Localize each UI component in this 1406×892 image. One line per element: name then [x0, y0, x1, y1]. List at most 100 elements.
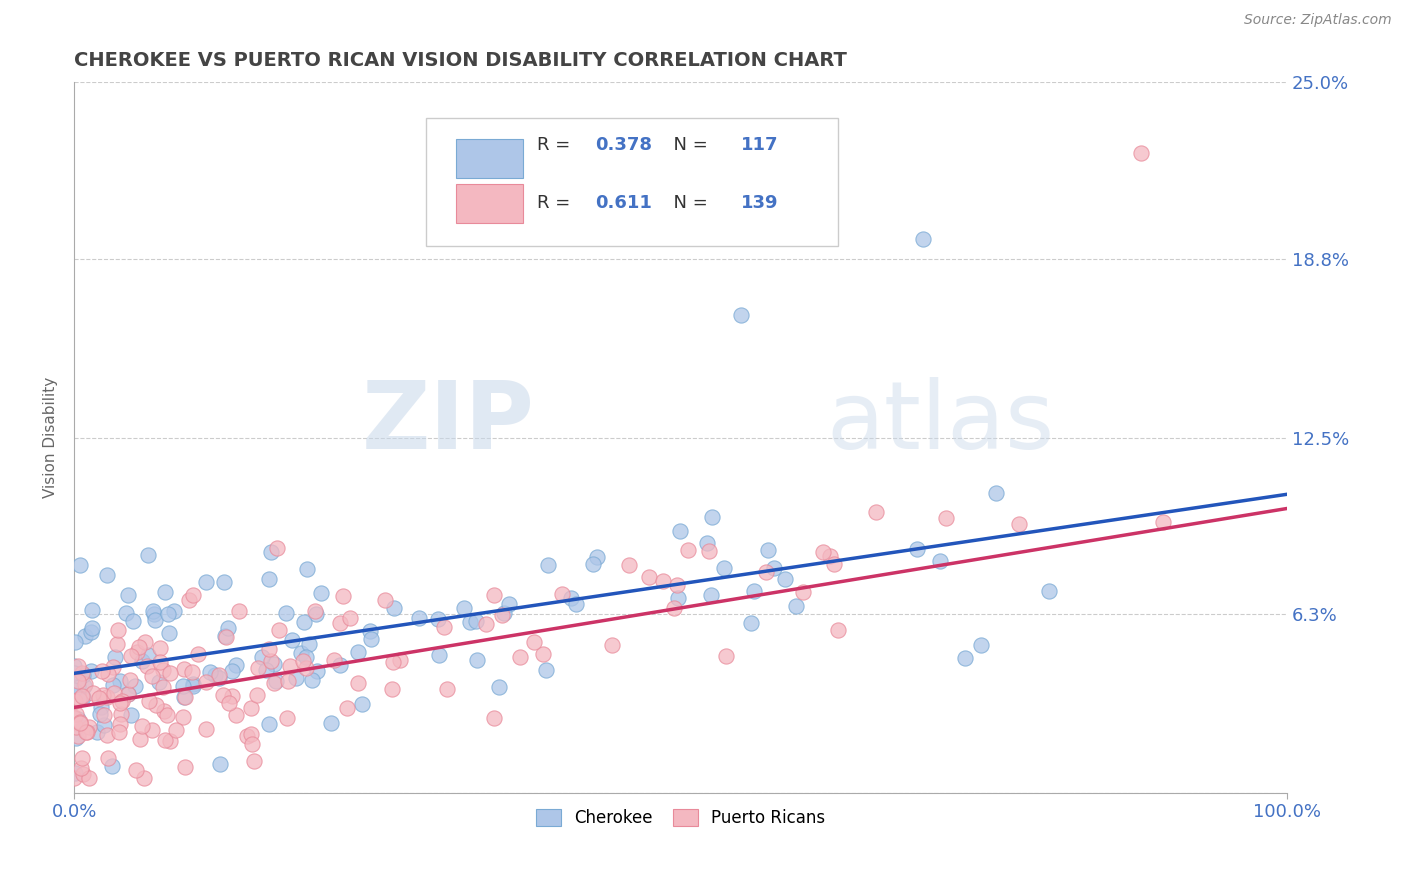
- Point: [174, 690, 197, 704]
- Point: [76, 725, 98, 739]
- Point: [93, 707, 115, 722]
- Point: [69, 558, 91, 572]
- Point: [582, 557, 605, 571]
- Text: N =: N =: [662, 194, 714, 212]
- Point: [75, 628, 97, 642]
- Point: [652, 574, 675, 589]
- Point: [128, 731, 150, 746]
- Point: [534, 663, 557, 677]
- Point: [278, 659, 301, 673]
- Point: [157, 626, 180, 640]
- Point: [260, 654, 283, 668]
- Point: [427, 612, 450, 626]
- Point: [120, 708, 142, 723]
- Point: [865, 505, 887, 519]
- Bar: [456, 184, 523, 223]
- Point: [103, 686, 125, 700]
- Point: [263, 675, 285, 690]
- Point: [298, 637, 321, 651]
- Point: [86, 725, 108, 739]
- Point: [152, 680, 174, 694]
- Point: [347, 645, 370, 659]
- Point: [285, 671, 308, 685]
- Point: [465, 653, 488, 667]
- Point: [531, 647, 554, 661]
- Point: [89, 690, 111, 705]
- Point: [70, 666, 93, 681]
- Point: [666, 591, 689, 605]
- Point: [638, 569, 661, 583]
- Point: [482, 711, 505, 725]
- Text: R =: R =: [537, 194, 582, 212]
- Point: [179, 592, 201, 607]
- Point: [429, 648, 451, 663]
- Point: [65, 694, 87, 708]
- Point: [263, 657, 285, 672]
- Point: [970, 638, 993, 652]
- Point: [77, 772, 100, 786]
- Point: [82, 686, 104, 700]
- Point: [305, 607, 328, 621]
- Point: [225, 708, 247, 723]
- Point: [565, 597, 588, 611]
- Point: [509, 650, 531, 665]
- Text: N =: N =: [662, 136, 714, 153]
- Point: [225, 658, 247, 673]
- Point: [93, 718, 115, 732]
- Point: [665, 578, 688, 592]
- Point: [66, 658, 89, 673]
- Point: [277, 674, 299, 689]
- Point: [103, 678, 125, 692]
- Point: [329, 658, 352, 673]
- Point: [65, 707, 87, 722]
- Point: [108, 674, 131, 689]
- Point: [257, 716, 280, 731]
- Point: [811, 545, 834, 559]
- Point: [322, 653, 344, 667]
- Point: [63, 666, 86, 681]
- Point: [72, 767, 94, 781]
- Point: [67, 691, 90, 706]
- Point: [91, 664, 114, 678]
- Point: [117, 687, 139, 701]
- Point: [63, 635, 86, 649]
- Point: [243, 754, 266, 768]
- Point: [295, 649, 318, 664]
- Text: atlas: atlas: [825, 377, 1054, 469]
- Point: [668, 524, 690, 538]
- Text: Source: ZipAtlas.com: Source: ZipAtlas.com: [1244, 13, 1392, 28]
- Point: [1008, 517, 1031, 532]
- Point: [347, 675, 370, 690]
- Point: [117, 687, 139, 701]
- Point: [153, 585, 176, 599]
- Point: [295, 661, 318, 675]
- Point: [254, 663, 277, 677]
- Text: ZIP: ZIP: [361, 377, 534, 469]
- Point: [374, 593, 396, 607]
- Point: [156, 708, 179, 723]
- Point: [69, 714, 91, 729]
- Point: [436, 682, 458, 697]
- Point: [156, 607, 179, 621]
- Point: [266, 541, 288, 555]
- Point: [280, 633, 302, 648]
- Point: [70, 761, 93, 775]
- Point: [260, 544, 283, 558]
- Point: [195, 575, 218, 590]
- Point: [458, 615, 481, 629]
- Point: [110, 716, 132, 731]
- Point: [382, 656, 405, 670]
- Point: [148, 655, 170, 669]
- Point: [359, 624, 381, 638]
- Point: [276, 711, 298, 725]
- Point: [240, 727, 263, 741]
- Point: [239, 701, 262, 715]
- Point: [228, 604, 250, 618]
- Point: [756, 543, 779, 558]
- Point: [953, 650, 976, 665]
- Point: [108, 696, 131, 710]
- Point: [67, 712, 90, 726]
- Point: [360, 632, 382, 646]
- Point: [63, 765, 86, 780]
- Point: [586, 550, 609, 565]
